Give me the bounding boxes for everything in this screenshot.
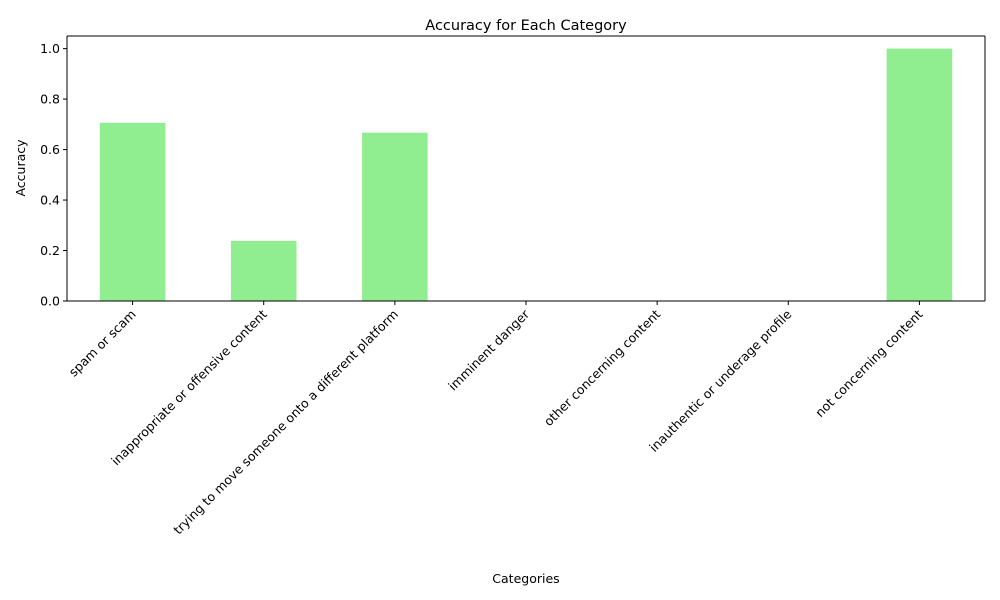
x-tick-label-1: inappropriate or offensive content xyxy=(108,306,270,468)
y-tick-label-2: 0.4 xyxy=(40,193,60,208)
bar-2 xyxy=(362,132,428,301)
bars-group xyxy=(99,48,953,302)
x-tick-label-0: spam or scam xyxy=(66,307,139,380)
bar-6 xyxy=(886,48,953,302)
x-axis-label: Categories xyxy=(492,571,559,586)
x-tick-label-4: other concerning content xyxy=(541,306,664,429)
y-axis: 0.0 0.2 0.4 0.6 0.8 1.0 xyxy=(40,35,986,309)
y-tick-label-3: 0.6 xyxy=(40,142,60,157)
y-tick-label-4: 0.8 xyxy=(40,92,60,107)
y-axis-label: Accuracy xyxy=(13,139,28,197)
x-tick-label-5: inauthentic or underage profile xyxy=(646,306,795,455)
y-tick-label-1: 0.2 xyxy=(40,243,60,258)
x-tick-label-6: not concerning content xyxy=(812,306,926,420)
bar-0 xyxy=(99,122,166,301)
chart-title: Accuracy for Each Category xyxy=(425,18,627,34)
bar-1 xyxy=(230,240,297,301)
x-tick-label-3: imminent danger xyxy=(445,306,533,394)
y-tick-label-0: 0.0 xyxy=(40,294,60,309)
x-tick-label-2: trying to move someone onto a different … xyxy=(170,307,401,538)
y-tick-label-5: 1.0 xyxy=(40,41,60,56)
